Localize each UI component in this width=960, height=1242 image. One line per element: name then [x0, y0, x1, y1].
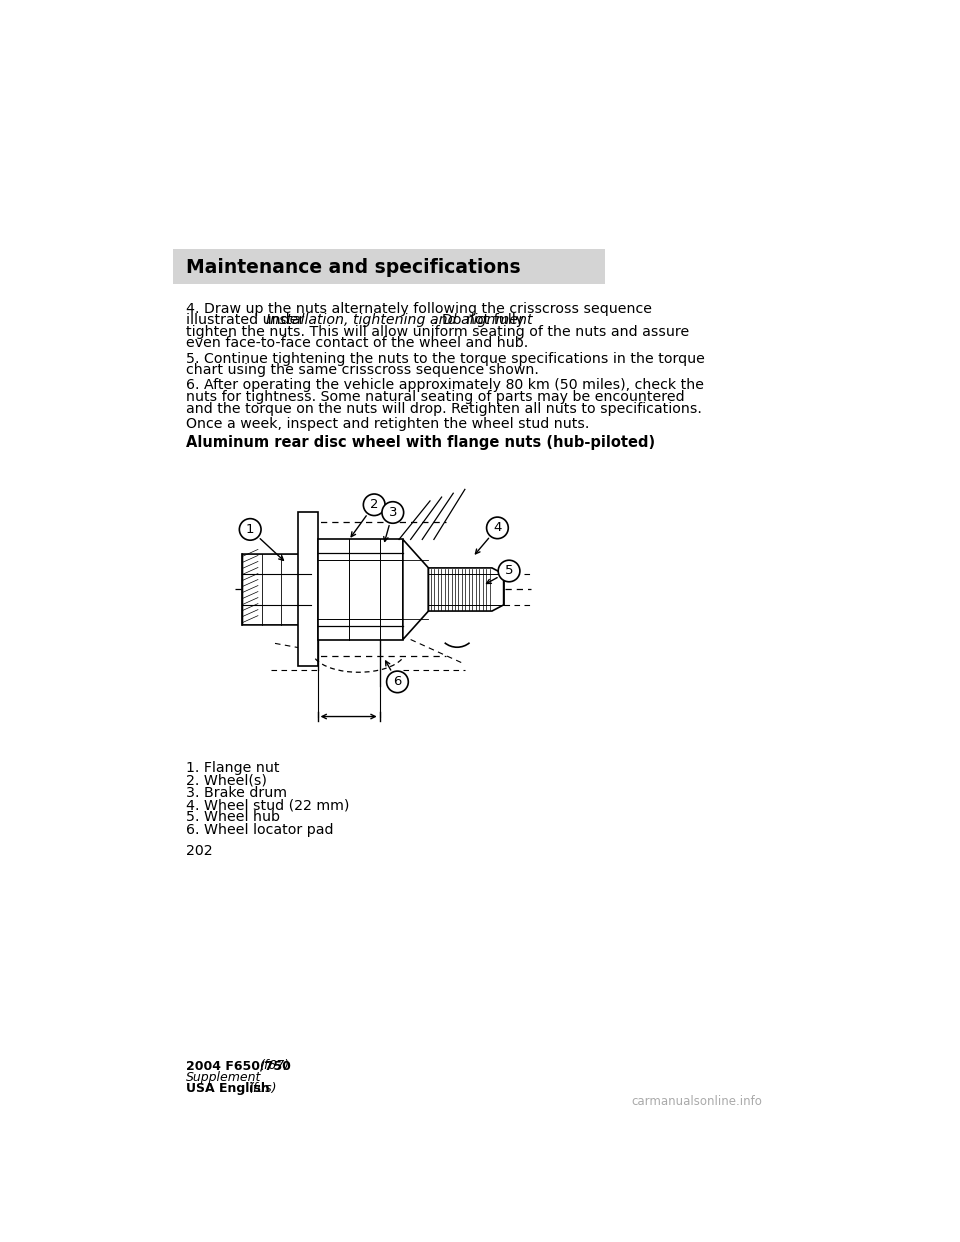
Text: even face-to-face contact of the wheel and hub.: even face-to-face contact of the wheel a… [186, 337, 528, 350]
Circle shape [382, 502, 403, 523]
Polygon shape [243, 554, 311, 625]
Text: 4. Wheel stud (22 mm): 4. Wheel stud (22 mm) [186, 799, 349, 812]
Text: USA English: USA English [186, 1082, 270, 1095]
Text: 1. Flange nut: 1. Flange nut [186, 761, 279, 775]
Text: 4: 4 [493, 522, 502, 534]
Circle shape [239, 519, 261, 540]
Circle shape [363, 494, 385, 515]
Text: 3: 3 [389, 505, 397, 519]
Text: 3. Brake drum: 3. Brake drum [186, 786, 287, 800]
Text: Supplement: Supplement [186, 1071, 261, 1084]
Polygon shape [318, 539, 403, 640]
Text: 1: 1 [246, 523, 254, 535]
Text: 5: 5 [505, 565, 514, 578]
Text: . Do not fully: . Do not fully [433, 313, 524, 327]
Text: 6. Wheel locator pad: 6. Wheel locator pad [186, 822, 333, 837]
Text: Maintenance and specifications: Maintenance and specifications [186, 258, 520, 277]
Text: and the torque on the nuts will drop. Retighten all nuts to specifications.: and the torque on the nuts will drop. Re… [186, 401, 702, 416]
Text: 2. Wheel(s): 2. Wheel(s) [186, 774, 267, 787]
Text: 5. Continue tightening the nuts to the torque specifications in the torque: 5. Continue tightening the nuts to the t… [186, 351, 705, 365]
Circle shape [487, 517, 508, 539]
Text: carmanualsonline.info: carmanualsonline.info [632, 1094, 762, 1108]
Text: 6. After operating the vehicle approximately 80 km (50 miles), check the: 6. After operating the vehicle approxima… [186, 379, 704, 392]
Text: 6: 6 [394, 676, 401, 688]
Text: illustrated under: illustrated under [186, 313, 308, 327]
Bar [173, 250, 605, 283]
Text: (fus): (fus) [248, 1082, 276, 1095]
Text: Installation, tightening and alignment: Installation, tightening and alignment [267, 313, 533, 327]
Text: Aluminum rear disc wheel with flange nuts (hub-piloted): Aluminum rear disc wheel with flange nut… [186, 436, 655, 451]
Circle shape [387, 671, 408, 693]
Text: tighten the nuts. This will allow uniform seating of the nuts and assure: tighten the nuts. This will allow unifor… [186, 324, 689, 339]
Text: 4. Draw up the nuts alternately following the crisscross sequence: 4. Draw up the nuts alternately followin… [186, 302, 652, 315]
Text: (f67): (f67) [259, 1059, 290, 1072]
Text: 202: 202 [186, 843, 212, 857]
Text: chart using the same crisscross sequence shown.: chart using the same crisscross sequence… [186, 363, 539, 378]
Polygon shape [299, 513, 318, 667]
Text: 2004 F650/750: 2004 F650/750 [186, 1059, 291, 1072]
Polygon shape [403, 539, 428, 640]
Text: 5. Wheel hub: 5. Wheel hub [186, 811, 280, 825]
Text: 2: 2 [370, 498, 378, 512]
Text: Once a week, inspect and retighten the wheel stud nuts.: Once a week, inspect and retighten the w… [186, 417, 589, 431]
Text: nuts for tightness. Some natural seating of parts may be encountered: nuts for tightness. Some natural seating… [186, 390, 684, 404]
Circle shape [498, 560, 520, 581]
Polygon shape [428, 568, 504, 611]
